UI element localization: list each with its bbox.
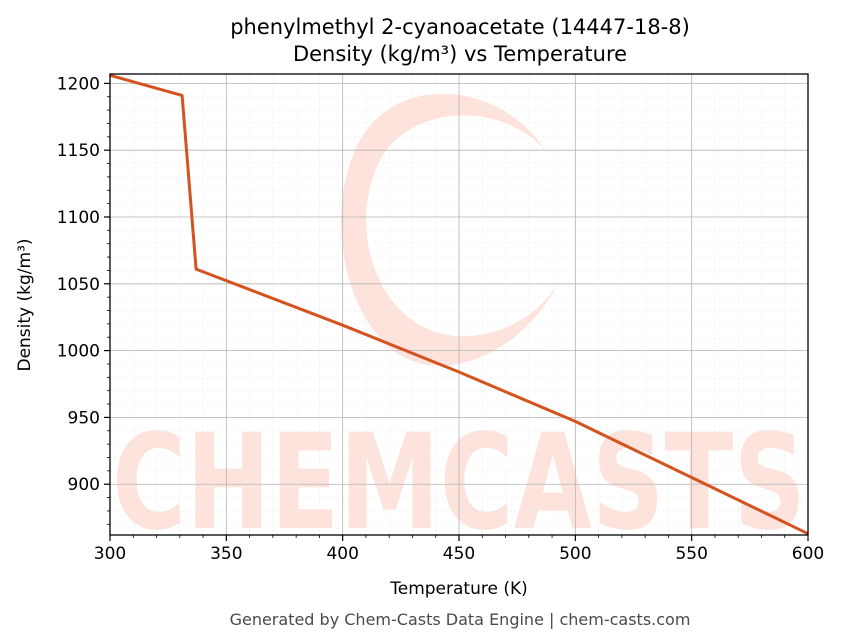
x-tick-label: 500 — [559, 544, 591, 564]
x-axis: 300 350 400 450 500 550 600 — [94, 535, 824, 564]
x-axis-label: Temperature (K) — [389, 579, 528, 599]
y-axis: 900 950 1000 1050 1100 1150 1200 — [57, 74, 110, 525]
x-tick-label: 400 — [326, 544, 358, 564]
series-line — [109, 73, 809, 536]
chart-title: phenylmethyl 2-cyanoacetate (14447-18-8) — [230, 15, 690, 39]
footer-credit: Generated by Chem-Casts Data Engine | ch… — [230, 610, 691, 629]
chart-subtitle: Density (kg/m³) vs Temperature — [293, 42, 627, 66]
x-tick-label: 350 — [210, 544, 242, 564]
x-tick-label: 450 — [443, 544, 475, 564]
y-tick-label: 1150 — [57, 141, 100, 161]
y-tick-label: 1200 — [57, 74, 100, 94]
y-tick-label: 1100 — [57, 208, 100, 228]
y-tick-label: 1000 — [57, 342, 100, 362]
x-tick-label: 600 — [792, 544, 824, 564]
y-tick-label: 1050 — [57, 275, 100, 295]
y-tick-label: 950 — [68, 408, 100, 428]
y-tick-label: 900 — [68, 475, 100, 495]
watermark-logo-swoosh — [341, 93, 565, 366]
y-axis-label: Density (kg/m³) — [15, 238, 35, 371]
x-tick-label: 300 — [94, 544, 126, 564]
series-layer — [109, 73, 809, 536]
x-tick-label: 550 — [675, 544, 707, 564]
